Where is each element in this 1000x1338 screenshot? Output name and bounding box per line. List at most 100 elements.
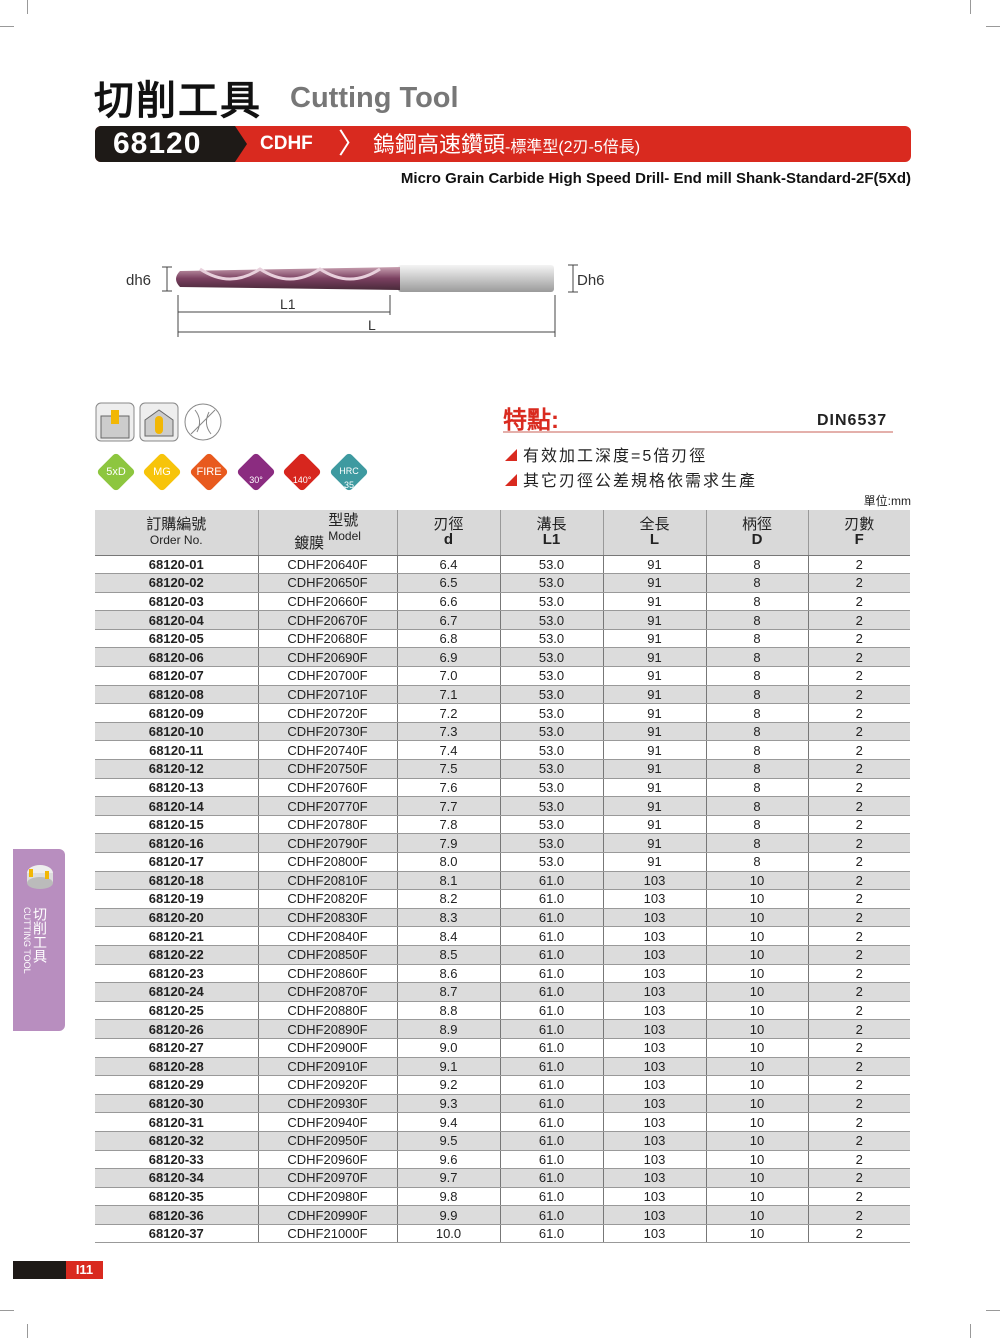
table-cell: 91 (602, 666, 706, 686)
table-row: 68120-32 CDHF20950F 9.5 61.0 103 10 2 (95, 1131, 910, 1151)
header-D: 柄徑 D (705, 510, 808, 556)
table-cell: 8 (705, 833, 808, 853)
table-cell: 2 (807, 833, 910, 853)
table-cell: 2 (807, 852, 910, 872)
drill-cross-section-icon (184, 403, 222, 441)
table-cell: 2 (807, 1205, 910, 1225)
table-cell: 61.0 (499, 926, 603, 946)
table-row: 68120-22 CDHF20850F 8.5 61.0 103 10 2 (95, 945, 910, 965)
table-cell: 8 (705, 778, 808, 798)
table-cell: 91 (602, 833, 706, 853)
badge-helix-30-icon: 30° (236, 452, 276, 492)
table-row: 68120-06 CDHF20690F 6.9 53.0 91 8 2 (95, 647, 910, 668)
table-cell: 53.0 (499, 573, 603, 593)
table-cell: 2 (807, 1075, 910, 1095)
table-cell: 10 (705, 982, 808, 1002)
table-cell: CDHF20930F (257, 1094, 397, 1114)
table-cell: 61.0 (499, 889, 603, 909)
milling-cutter-icon (27, 865, 53, 889)
table-row: 68120-31 CDHF20940F 9.4 61.0 103 10 2 (95, 1112, 910, 1132)
badge-fire-icon: FIRE (189, 452, 229, 492)
table-cell: CDHF20720F (257, 703, 397, 723)
table-cell: 68120-08 (95, 685, 258, 705)
table-row: 68120-36 CDHF20990F 9.9 61.0 103 10 2 (95, 1205, 910, 1225)
table-cell: 2 (807, 871, 910, 891)
table-cell: 2 (807, 1187, 910, 1207)
table-cell: 53.0 (499, 833, 603, 853)
table-cell: 68120-33 (95, 1150, 258, 1170)
table-cell: 2 (807, 1224, 910, 1244)
table-cell: 10 (705, 1075, 808, 1095)
header-F: 刃數 F (807, 510, 910, 556)
header-L: 全長 L (602, 510, 706, 556)
table-cell: CDHF20750F (257, 759, 397, 779)
table-cell: 2 (807, 1168, 910, 1188)
table-cell: CDHF20660F (257, 592, 397, 612)
table-cell: 103 (602, 871, 706, 891)
table-cell: 91 (602, 778, 706, 798)
header-d: 刃徑 d (396, 510, 500, 556)
table-cell: 53.0 (499, 815, 603, 835)
table-cell: 8.2 (396, 889, 500, 909)
table-cell: 91 (602, 722, 706, 742)
header-order-no: 訂購編號 Order No. (95, 510, 258, 556)
table-cell: 91 (602, 647, 706, 668)
table-cell: 2 (807, 1112, 910, 1132)
table-cell: 8.8 (396, 1001, 500, 1021)
table-cell: 8.4 (396, 926, 500, 946)
table-cell: 68120-16 (95, 833, 258, 853)
table-row: 68120-08 CDHF20710F 7.1 53.0 91 8 2 (95, 685, 910, 705)
table-row: 68120-05 CDHF20680F 6.8 53.0 91 8 2 (95, 629, 910, 649)
table-cell: 53.0 (499, 592, 603, 612)
table-cell: 9.1 (396, 1057, 500, 1077)
table-cell: 2 (807, 1038, 910, 1058)
table-cell: 10 (705, 1224, 808, 1244)
table-cell: 68120-04 (95, 610, 258, 630)
divider (503, 431, 893, 433)
table-cell: 61.0 (499, 1168, 603, 1188)
product-banner: 68120 CDHF 〉 鎢鋼高速鑽頭-標準型(2刃-5倍長) (95, 126, 911, 162)
product-code: 68120 (95, 126, 247, 162)
table-row: 68120-16 CDHF20790F 7.9 53.0 91 8 2 (95, 833, 910, 853)
table-row: 68120-29 CDHF20920F 9.2 61.0 103 10 2 (95, 1075, 910, 1095)
table-cell: 91 (602, 685, 706, 705)
table-cell: CDHF20890F (257, 1019, 397, 1039)
table-row: 68120-24 CDHF20870F 8.7 61.0 103 10 2 (95, 982, 910, 1002)
badge-point-140-icon: 140° (282, 452, 322, 492)
table-cell: 68120-10 (95, 722, 258, 742)
side-tab: 切削工具 CUTTING TOOL (13, 849, 65, 1031)
table-cell: 61.0 (499, 1150, 603, 1170)
table-cell: 2 (807, 1131, 910, 1151)
table-cell: CDHF20830F (257, 908, 397, 928)
badge-5xd-icon: 5xD (96, 452, 136, 492)
table-cell: 103 (602, 1168, 706, 1188)
table-cell: 68120-17 (95, 852, 258, 872)
table-cell: 2 (807, 629, 910, 649)
table-cell: CDHF21000F (257, 1224, 397, 1244)
table-cell: 7.9 (396, 833, 500, 853)
table-cell: 2 (807, 908, 910, 928)
table-cell: 2 (807, 982, 910, 1002)
table-cell: CDHF20670F (257, 610, 397, 630)
table-cell: 103 (602, 889, 706, 909)
table-cell: 8.6 (396, 964, 500, 984)
table-cell: 8 (705, 852, 808, 872)
table-cell: 68120-32 (95, 1131, 258, 1151)
side-tab-label: 切削工具 (32, 907, 48, 963)
table-cell: 2 (807, 573, 910, 593)
table-cell: 53.0 (499, 555, 603, 575)
table-cell: 2 (807, 778, 910, 798)
drill-shank (398, 265, 554, 292)
table-cell: 8.7 (396, 982, 500, 1002)
table-cell: CDHF20990F (257, 1205, 397, 1225)
table-cell: 8 (705, 555, 808, 575)
table-row: 68120-07 CDHF20700F 7.0 53.0 91 8 2 (95, 666, 910, 686)
table-cell: 68120-20 (95, 908, 258, 928)
table-cell: 2 (807, 666, 910, 686)
product-title-sub: -標準型(2刃-5倍長) (505, 139, 641, 156)
table-cell: 103 (602, 1205, 706, 1225)
table-cell: 61.0 (499, 1205, 603, 1225)
table-cell: 68120-19 (95, 889, 258, 909)
side-tab-label-en: CUTTING TOOL (22, 907, 32, 974)
crop-mark (0, 26, 14, 27)
